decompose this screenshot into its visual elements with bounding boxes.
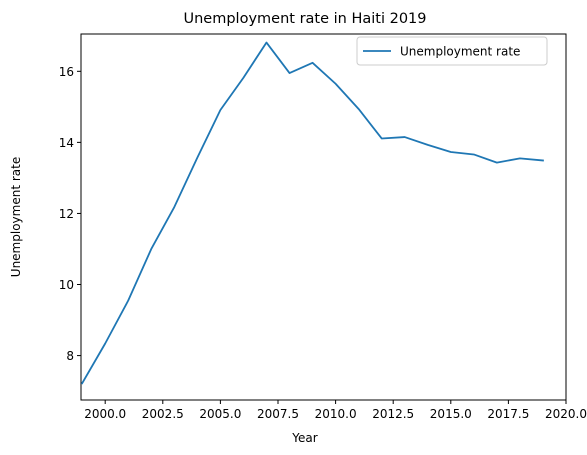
y-axis: 8 10 12 14 16 xyxy=(59,65,81,363)
y-tick-label: 10 xyxy=(59,278,74,292)
y-tick-label: 8 xyxy=(66,349,74,363)
plot-frame xyxy=(80,33,567,401)
series-line-unemployment-rate xyxy=(80,41,544,385)
y-tick-label: 16 xyxy=(59,65,74,79)
x-tick-label: 2017.5 xyxy=(487,407,529,421)
y-axis-label: Unemployment rate xyxy=(9,157,23,277)
x-tick-label: 2005.0 xyxy=(199,407,241,421)
series-layer xyxy=(80,41,544,385)
y-tick-label: 12 xyxy=(59,207,74,221)
x-tick-label: 2010.0 xyxy=(315,407,357,421)
x-tick-label: 2007.5 xyxy=(257,407,299,421)
chart-title: Unemployment rate in Haiti 2019 xyxy=(184,11,427,27)
plot-area xyxy=(80,33,567,401)
x-tick-label: 2002.5 xyxy=(142,407,184,421)
legend-label-unemployment-rate: Unemployment rate xyxy=(400,45,520,59)
legend: Unemployment rate xyxy=(356,36,548,66)
x-axis-label: Year xyxy=(291,431,317,445)
x-tick-label: 2000.0 xyxy=(84,407,126,421)
x-tick-label: 2015.0 xyxy=(430,407,472,421)
x-tick-label: 2012.5 xyxy=(372,407,414,421)
x-axis: 2000.0 2002.5 2005.0 2007.5 2010.0 2012.5 2015… xyxy=(84,400,587,421)
y-tick-label: 14 xyxy=(59,136,74,150)
x-tick-label: 2020.0 xyxy=(545,407,587,421)
legend-frame xyxy=(356,36,548,66)
